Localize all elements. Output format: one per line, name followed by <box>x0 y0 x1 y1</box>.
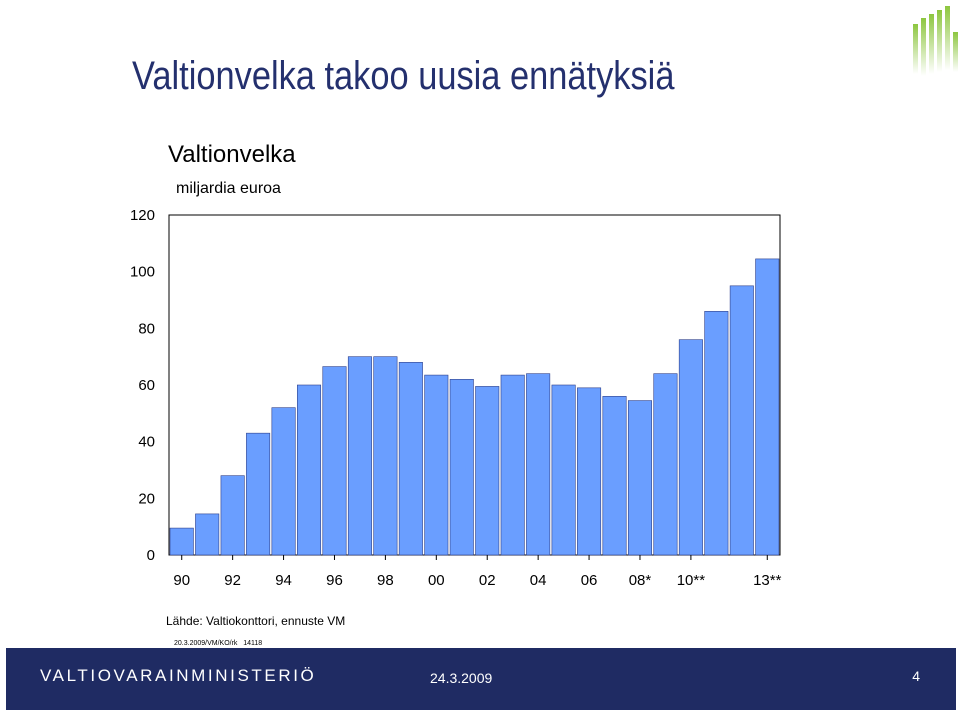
bar-94 <box>271 407 296 556</box>
x-tick-label: 92 <box>224 572 241 589</box>
bar-08* <box>627 400 652 556</box>
chart-title: Valtionvelka <box>168 141 296 168</box>
bar-01 <box>449 379 474 556</box>
bar-10** <box>678 339 703 556</box>
y-tick-label: 80 <box>138 320 155 337</box>
y-tick-label: 60 <box>138 377 155 394</box>
bar-09 <box>653 373 678 556</box>
source-note: Lähde: Valtiokonttori, ennuste VM <box>166 614 345 628</box>
bars <box>169 258 780 556</box>
bar-99 <box>398 362 423 556</box>
slide-title: Valtionvelka takoo uusia ennätyksiä <box>132 54 675 98</box>
ministry-logo-icon <box>913 6 958 76</box>
bar-96 <box>322 366 347 556</box>
footer-date: 24.3.2009 <box>430 670 493 686</box>
x-tick-label: 00 <box>428 572 445 589</box>
y-tick-label: 20 <box>138 490 155 507</box>
bar-95 <box>297 384 322 556</box>
bar-93 <box>246 432 271 556</box>
bar-00 <box>424 374 449 556</box>
bar-02 <box>475 386 500 556</box>
bar-97 <box>347 356 372 556</box>
page-number: 4 <box>912 668 920 684</box>
y-tick-label: 40 <box>138 434 155 451</box>
bar-12 <box>729 285 754 556</box>
bar-03 <box>500 374 525 556</box>
bar-90 <box>169 527 194 556</box>
bar-98 <box>373 356 398 556</box>
x-tick-label: 94 <box>275 572 292 589</box>
bar-04 <box>526 373 551 556</box>
debt-bar-chart: Valtionvelka miljardia euroa 02040608010… <box>130 141 782 647</box>
x-tick-label: 06 <box>581 572 598 589</box>
document-reference: 20.3.2009/VM/KO/rk 14118 <box>174 640 262 647</box>
bar-07 <box>602 396 627 556</box>
y-tick-label: 120 <box>130 207 155 224</box>
bar-05 <box>551 384 576 556</box>
ministry-name: VALTIOVARAINMINISTERIÖ <box>40 666 317 685</box>
x-axis-ticks: 90 92 94 96 98 00 02 04 06 08* 10** 13** <box>173 555 782 589</box>
plot-area <box>168 214 781 556</box>
y-axis-ticks: 0 20 40 60 80 100 120 <box>130 207 155 564</box>
x-tick-label: 04 <box>530 572 547 589</box>
bar-91 <box>195 513 220 556</box>
x-tick-label: 98 <box>377 572 394 589</box>
chart-subtitle: miljardia euroa <box>176 180 281 197</box>
x-tick-label: 90 <box>173 572 190 589</box>
x-tick-label: 08* <box>629 572 652 589</box>
bar-11 <box>704 311 729 556</box>
y-tick-label: 100 <box>130 264 155 281</box>
bar-92 <box>220 475 245 556</box>
x-tick-label: 96 <box>326 572 343 589</box>
x-tick-label: 02 <box>479 572 496 589</box>
y-tick-label: 0 <box>147 547 155 564</box>
x-tick-label: 13** <box>753 572 782 589</box>
bar-13** <box>755 258 780 556</box>
x-tick-label: 10** <box>677 572 706 589</box>
footer-bar: VALTIOVARAINMINISTERIÖ 24.3.2009 4 <box>6 648 956 710</box>
bar-06 <box>577 387 602 556</box>
